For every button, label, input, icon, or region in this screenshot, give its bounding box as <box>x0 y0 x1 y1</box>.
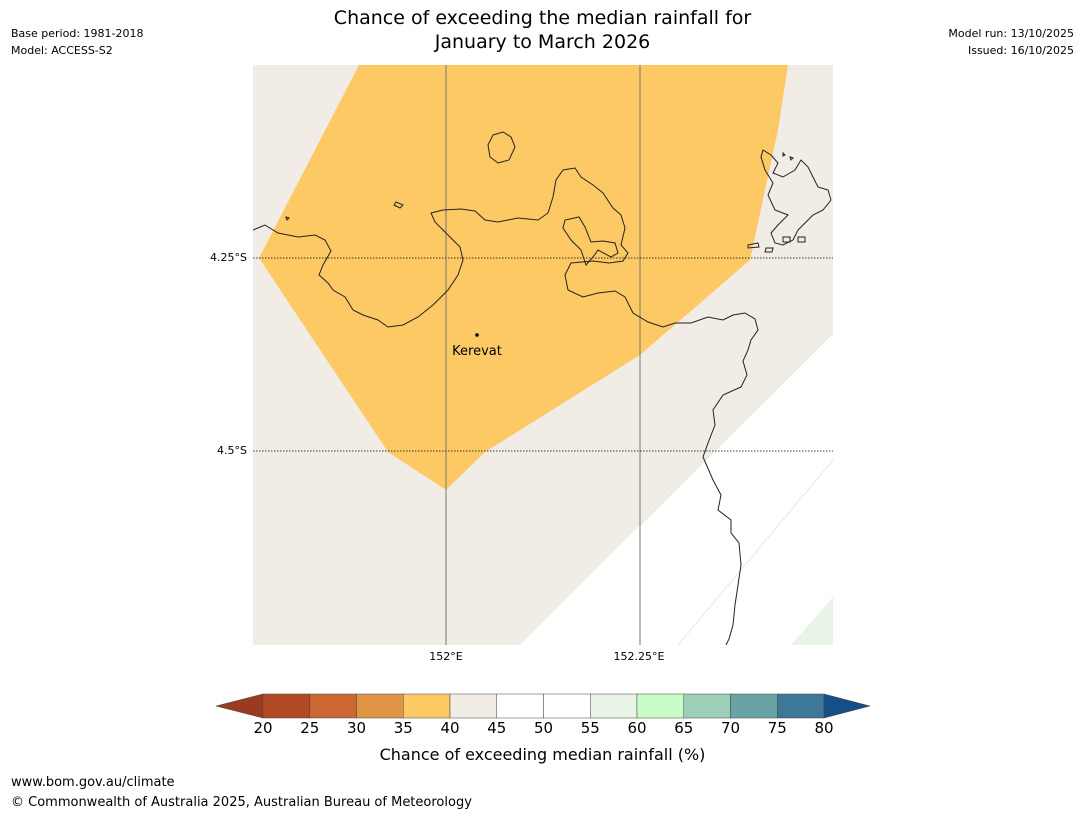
colorbar-cell-c40_45 <box>449 693 497 719</box>
copyright-text: © Commonwealth of Australia 2025, Austra… <box>11 795 472 810</box>
metadata-right: Model run: 13/10/2025 Issued: 16/10/2025 <box>948 25 1074 59</box>
colorbar-tick-label: 80 <box>814 719 834 737</box>
region-35-40 <box>259 65 788 490</box>
colorbar-tick-label: 55 <box>580 719 600 737</box>
colorbar-tick-label: 40 <box>440 719 460 737</box>
colorbar-cell-c25_30 <box>309 693 357 719</box>
colorbar-cell-c50_55 <box>543 693 591 719</box>
colorbar-tick-label: 30 <box>346 719 367 737</box>
colorbar-tick-label: 20 <box>253 719 273 737</box>
colorbar-tick-label: 60 <box>627 719 647 737</box>
model-run-text: Model run: 13/10/2025 <box>948 27 1074 40</box>
map-title: Chance of exceeding the median rainfall … <box>0 6 1085 54</box>
lat-label-4-25: 4.25°S <box>210 251 247 264</box>
colorbar-tick-label: 35 <box>393 719 413 737</box>
lon-label-152: 152°E <box>429 650 463 663</box>
model-text: Model: ACCESS-S2 <box>11 44 113 57</box>
colorbar-cell-c55_60 <box>590 693 638 719</box>
issued-text: Issued: 16/10/2025 <box>967 44 1074 57</box>
base-period-text: Base period: 1981-2018 <box>11 27 144 40</box>
colorbar-tick-label: 45 <box>487 719 507 737</box>
website-text: www.bom.gov.au/climate <box>11 775 175 790</box>
colorbar-extend-below <box>216 693 264 719</box>
colorbar-tick-label: 70 <box>720 719 741 737</box>
colorbar-tick-label: 50 <box>533 719 554 737</box>
colorbar-tick-label: 75 <box>767 719 787 737</box>
kerevat-marker <box>475 333 479 337</box>
colorbar-cell-c60_65 <box>636 693 684 719</box>
lon-label-152-25: 152.25°E <box>613 650 665 663</box>
rainfall-map: Kerevat <box>253 65 833 645</box>
colorbar-cell-c65_70 <box>683 693 731 719</box>
title-line-1: Chance of exceeding the median rainfall … <box>333 7 752 29</box>
kerevat-label: Kerevat <box>452 344 502 359</box>
colorbar-cell-c30_35 <box>356 693 404 719</box>
colorbar-cell-c70_75 <box>730 693 778 719</box>
colorbar <box>216 693 870 719</box>
coastline <box>253 131 832 645</box>
colorbar-cell-c45_50 <box>496 693 544 719</box>
colorbar-cell-c35_40 <box>403 693 451 719</box>
region-55-60 <box>791 597 833 645</box>
colorbar-label: Chance of exceeding median rainfall (%) <box>379 745 706 764</box>
title-line-2: January to March 2026 <box>434 31 651 53</box>
colorbar-extend-above <box>823 693 870 719</box>
colorbar-cell-c20_25 <box>262 693 310 719</box>
colorbar-tick-label: 65 <box>674 719 694 737</box>
colorbar-cell-c75_80 <box>777 693 825 719</box>
metadata-left: Base period: 1981-2018 Model: ACCESS-S2 <box>11 25 143 59</box>
lat-label-4-5: 4.5°S <box>217 444 247 457</box>
colorbar-tick-label: 25 <box>300 719 320 737</box>
